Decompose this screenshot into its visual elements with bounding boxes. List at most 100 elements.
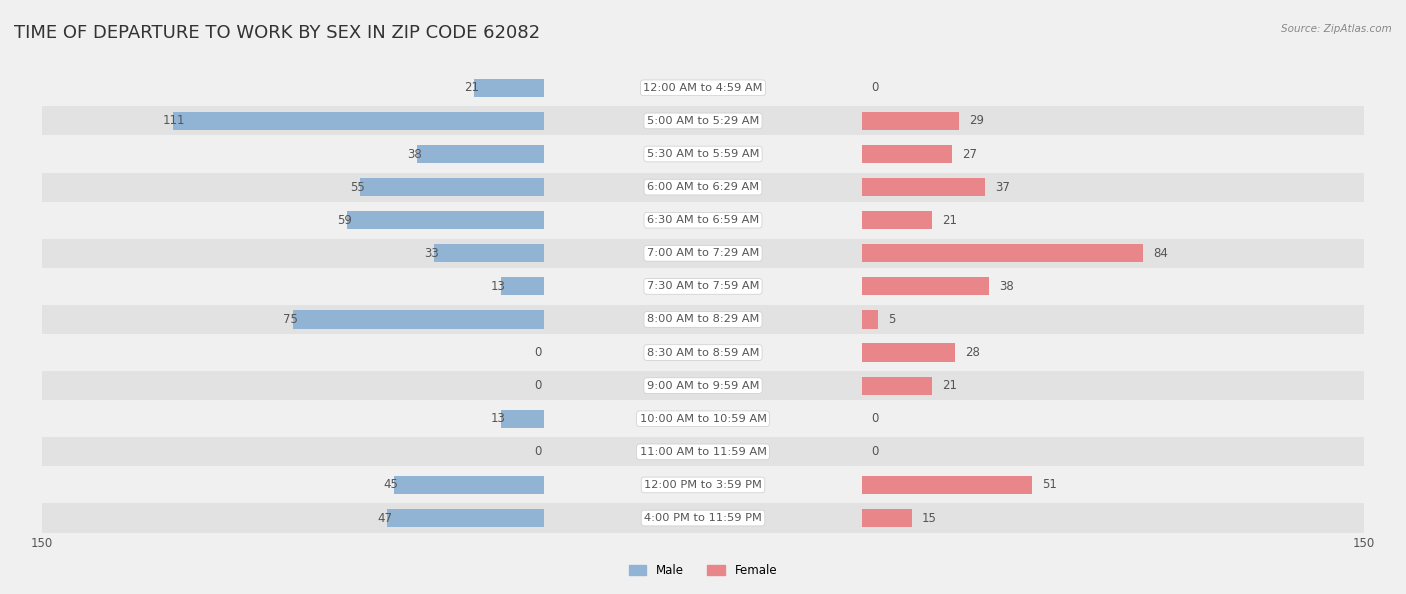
Bar (544, 239, 862, 268)
Bar (42, 305, 544, 334)
Bar (544, 371, 862, 400)
Text: 13: 13 (491, 280, 506, 293)
Bar (862, 277, 988, 295)
Text: 38: 38 (998, 280, 1014, 293)
Text: 15: 15 (922, 511, 936, 525)
Bar (173, 112, 544, 130)
Text: 8:30 AM to 8:59 AM: 8:30 AM to 8:59 AM (647, 347, 759, 358)
Bar (862, 206, 1364, 235)
Text: 29: 29 (969, 115, 984, 128)
Text: 5:30 AM to 5:59 AM: 5:30 AM to 5:59 AM (647, 149, 759, 159)
Text: 33: 33 (423, 247, 439, 260)
Bar (862, 106, 1364, 135)
Bar (862, 504, 1364, 533)
Bar (42, 338, 544, 367)
Bar (544, 338, 862, 367)
Text: 75: 75 (283, 313, 298, 326)
Bar (862, 404, 1364, 434)
Text: 5: 5 (889, 313, 896, 326)
Bar (862, 470, 1364, 500)
Bar (42, 437, 544, 466)
Text: 111: 111 (163, 115, 186, 128)
Text: TIME OF DEPARTURE TO WORK BY SEX IN ZIP CODE 62082: TIME OF DEPARTURE TO WORK BY SEX IN ZIP … (14, 24, 540, 42)
Bar (418, 145, 544, 163)
Text: 55: 55 (350, 181, 366, 194)
Legend: Male, Female: Male, Female (624, 560, 782, 582)
Text: 9:00 AM to 9:59 AM: 9:00 AM to 9:59 AM (647, 381, 759, 391)
Bar (862, 73, 1364, 102)
Bar (862, 476, 1032, 494)
Bar (862, 239, 1364, 268)
Bar (544, 305, 862, 334)
Bar (42, 504, 544, 533)
Bar (862, 145, 952, 163)
Bar (544, 272, 862, 301)
Bar (862, 172, 1364, 202)
Text: 0: 0 (872, 412, 879, 425)
Text: 0: 0 (534, 379, 541, 392)
Text: 28: 28 (966, 346, 980, 359)
Bar (862, 112, 959, 130)
Bar (347, 211, 544, 229)
Text: 0: 0 (872, 81, 879, 94)
Text: 27: 27 (962, 147, 977, 160)
Bar (42, 73, 544, 102)
Bar (360, 178, 544, 196)
Bar (862, 509, 912, 527)
Bar (501, 277, 544, 295)
Bar (862, 244, 1143, 263)
Bar (434, 244, 544, 263)
Text: 21: 21 (942, 214, 957, 227)
Text: 6:00 AM to 6:29 AM: 6:00 AM to 6:29 AM (647, 182, 759, 192)
Text: 45: 45 (384, 478, 398, 491)
Text: 47: 47 (377, 511, 392, 525)
Bar (42, 404, 544, 434)
Bar (394, 476, 544, 494)
Text: 11:00 AM to 11:59 AM: 11:00 AM to 11:59 AM (640, 447, 766, 457)
Bar (42, 172, 544, 202)
Text: 38: 38 (408, 147, 422, 160)
Bar (862, 211, 932, 229)
Bar (862, 272, 1364, 301)
Text: Source: ZipAtlas.com: Source: ZipAtlas.com (1281, 24, 1392, 34)
Bar (544, 404, 862, 434)
Bar (544, 470, 862, 500)
Bar (862, 343, 955, 362)
Text: 6:30 AM to 6:59 AM: 6:30 AM to 6:59 AM (647, 215, 759, 225)
Text: 0: 0 (534, 446, 541, 459)
Bar (544, 140, 862, 169)
Bar (862, 305, 1364, 334)
Bar (42, 470, 544, 500)
Bar (862, 140, 1364, 169)
Bar (42, 140, 544, 169)
Text: 5:00 AM to 5:29 AM: 5:00 AM to 5:29 AM (647, 116, 759, 126)
Text: 21: 21 (942, 379, 957, 392)
Text: 8:00 AM to 8:29 AM: 8:00 AM to 8:29 AM (647, 314, 759, 324)
Text: 12:00 AM to 4:59 AM: 12:00 AM to 4:59 AM (644, 83, 762, 93)
Bar (544, 437, 862, 466)
Text: 37: 37 (995, 181, 1011, 194)
Text: 51: 51 (1042, 478, 1057, 491)
Text: 84: 84 (1153, 247, 1168, 260)
Text: 12:00 PM to 3:59 PM: 12:00 PM to 3:59 PM (644, 480, 762, 490)
Bar (544, 172, 862, 202)
Text: 7:00 AM to 7:29 AM: 7:00 AM to 7:29 AM (647, 248, 759, 258)
Bar (42, 239, 544, 268)
Bar (544, 73, 862, 102)
Bar (42, 272, 544, 301)
Text: 13: 13 (491, 412, 506, 425)
Bar (862, 178, 986, 196)
Bar (862, 437, 1364, 466)
Bar (294, 311, 544, 328)
Bar (862, 311, 879, 328)
Bar (862, 338, 1364, 367)
Text: 59: 59 (337, 214, 352, 227)
Text: 7:30 AM to 7:59 AM: 7:30 AM to 7:59 AM (647, 282, 759, 292)
Text: 10:00 AM to 10:59 AM: 10:00 AM to 10:59 AM (640, 414, 766, 424)
Bar (42, 371, 544, 400)
Bar (862, 371, 1364, 400)
Text: 4:00 PM to 11:59 PM: 4:00 PM to 11:59 PM (644, 513, 762, 523)
Bar (474, 79, 544, 97)
Text: 0: 0 (872, 446, 879, 459)
Bar (42, 206, 544, 235)
